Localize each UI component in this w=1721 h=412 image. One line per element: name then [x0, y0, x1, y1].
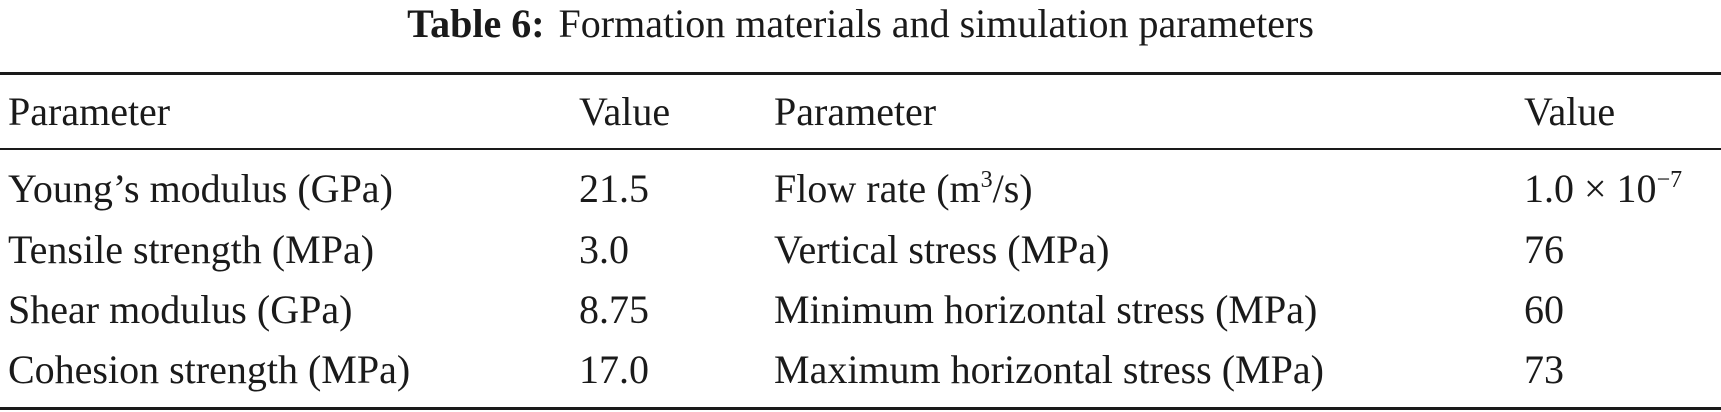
table-top-rule [0, 72, 1721, 75]
superscript: 3 [980, 167, 993, 193]
cell-text-part: Flow rate (m [774, 166, 981, 211]
cell-parameter-left: Young’s modulus (GPa) [8, 166, 393, 211]
cell-text-part: /s) [992, 166, 1033, 211]
header-parameter-left: Parameter [8, 89, 171, 134]
cell-value-right: 73 [1524, 347, 1564, 392]
cell-value-left: 17.0 [579, 347, 649, 392]
table-header-rule [0, 148, 1721, 150]
cell-parameter-right: Minimum horizontal stress (MPa) [774, 287, 1318, 332]
header-value-right: Value [1524, 89, 1616, 134]
cell-parameter-left: Tensile strength (MPa) [8, 227, 375, 272]
cell-value-right: 60 [1524, 287, 1564, 332]
cell-parameter-right: Vertical stress (MPa) [774, 227, 1110, 272]
cell-parameter-left: Shear modulus (GPa) [8, 287, 353, 332]
cell-value-right: 1.0 × 10−7 [1524, 165, 1682, 219]
header-value-left: Value [579, 89, 671, 134]
table-caption-text: Formation materials and simulation param… [558, 1, 1314, 46]
cell-parameter-left: Cohesion strength (MPa) [8, 347, 411, 392]
cell-parameter-right: Maximum horizontal stress (MPa) [774, 347, 1324, 392]
table-caption-label: Table 6: [407, 1, 545, 46]
cell-value-left: 3.0 [579, 227, 629, 272]
cell-value-left: 8.75 [579, 287, 649, 332]
cell-text-part: 1.0 × 10 [1524, 166, 1657, 211]
superscript: −7 [1656, 167, 1683, 193]
header-parameter-right: Parameter [774, 89, 937, 134]
cell-parameter-right: Flow rate (m3/s) [774, 165, 1033, 219]
cell-value-right: 76 [1524, 227, 1564, 272]
table-caption: Table 6: Formation materials and simulati… [0, 0, 1721, 56]
cell-value-left: 21.5 [579, 166, 649, 211]
table-bottom-rule [0, 407, 1721, 410]
